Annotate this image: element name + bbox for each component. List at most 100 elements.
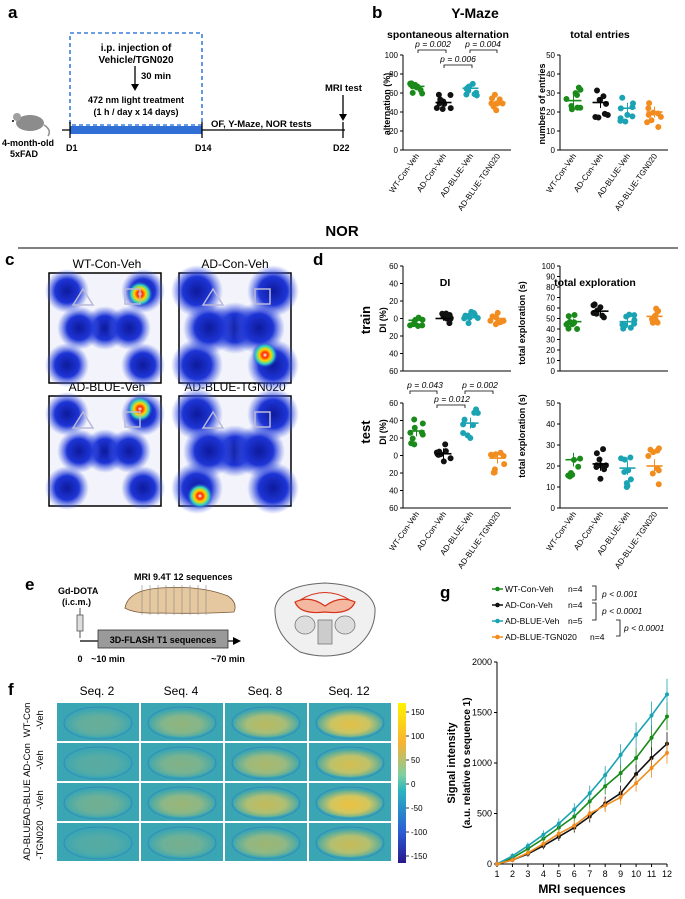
data-point [622, 118, 629, 125]
d-p-value-2: p = 0.002 [461, 380, 498, 390]
brain-outline [315, 746, 385, 780]
panel-label-c: c [5, 250, 14, 269]
series-point [556, 831, 561, 836]
y-tick-label: 50 [546, 315, 555, 324]
brain-signal [318, 709, 382, 737]
brain-outline [63, 746, 133, 780]
colorbar-ticks: 150 100 50 0 -50 -100 -150 [406, 708, 428, 861]
legend-name: WT-Con-Veh [505, 584, 554, 594]
test-label: test [358, 420, 373, 444]
te-title: total exploration [554, 277, 636, 289]
chart-te-test: 01020304050WT-Con-VehAD-Con-VehAD-BLUE-V… [544, 399, 668, 571]
brain-signal [66, 829, 130, 857]
colorbar-tick-label: 150 [411, 708, 425, 717]
heat-blob [45, 466, 89, 510]
y-tick-label: 100 [385, 51, 399, 60]
tests-label: OF, Y-Maze, NOR tests [211, 119, 312, 130]
y-tick-label: 20 [389, 127, 398, 136]
series-point [510, 853, 515, 858]
mri-tile [57, 703, 139, 741]
data-point [577, 104, 584, 111]
y-tick-label: 20 [389, 434, 398, 443]
y-tick-label: 2000 [472, 657, 492, 667]
data-point [447, 91, 454, 98]
data-point [650, 449, 657, 456]
mouse-icon [12, 113, 51, 137]
brain-signal [66, 749, 130, 777]
heat-blob [233, 302, 285, 354]
heat-blob [107, 306, 151, 350]
y-tick-label: 0 [394, 315, 399, 324]
g-stat-2: p < 0.0001 [601, 606, 643, 616]
data-point [626, 311, 633, 318]
data-point [411, 416, 418, 423]
series-line [496, 716, 668, 865]
colorbar-tick-label: -100 [411, 828, 428, 837]
heat-blob [183, 425, 235, 477]
mri-tile [141, 823, 223, 861]
square-object-icon [124, 288, 141, 305]
alt-title: spontaneous alternation [387, 29, 509, 41]
y-tick-label: 50 [546, 399, 555, 408]
mri-row-label: -Veh [35, 710, 46, 730]
data-point [655, 467, 662, 474]
colorbar-tick-label: -150 [411, 852, 428, 861]
ymaze-title: Y-Maze [451, 5, 499, 21]
square-object-icon [124, 411, 141, 428]
p-value-2: p = 0.006 [439, 54, 476, 64]
data-point [645, 452, 652, 459]
data-point [414, 323, 421, 330]
mri-tile [309, 823, 391, 861]
data-point [627, 454, 634, 461]
y-tick-label: 10 [546, 127, 555, 136]
brain-outline [147, 826, 217, 860]
data-point [447, 105, 454, 112]
series-point [618, 752, 623, 757]
y-tick-label: 0 [551, 504, 556, 513]
y-tick-label: 0 [487, 859, 492, 869]
panel-g: g WT-Con-Veh n=4 AD-Con-Veh n=4 AD-BLUE-Veh n… [440, 583, 672, 896]
di-ylabel-test: DI (%) [378, 419, 388, 445]
y-tick-label: 0 [551, 146, 556, 155]
y-tick-label: 40 [546, 420, 555, 429]
brain-signal [150, 709, 214, 737]
data-point [593, 463, 600, 470]
square-object-icon [254, 288, 271, 305]
series-point [634, 772, 639, 777]
y-tick-label: 20 [546, 462, 555, 471]
panel-b: b Y-Maze spontaneous alternation total e… [372, 3, 668, 213]
data-point [409, 89, 416, 96]
data-point [440, 458, 447, 465]
colorbar-tick-label: -50 [411, 804, 423, 813]
y-tick-label: 20 [389, 297, 398, 306]
data-point [596, 456, 603, 463]
sequence-bar [97, 629, 229, 649]
y-tick-label: 40 [389, 280, 398, 289]
heatmap-4 [171, 388, 299, 514]
label-d1: D1 [66, 143, 78, 153]
mri-col-label: Seq. 8 [248, 684, 283, 698]
series-point [618, 771, 623, 776]
series-point [603, 784, 608, 789]
mri-label: MRI test [325, 83, 363, 94]
brain-signal [234, 709, 298, 737]
te-ylabel-test: total exploration (s) [517, 394, 527, 478]
data-point [568, 106, 575, 113]
y-tick-label: 20 [389, 332, 398, 341]
heat-blob [45, 392, 89, 436]
series-point [587, 811, 592, 816]
panel-a: a i.p. injection of Vehicle/TGN020 30 mi… [2, 3, 363, 159]
y-tick-label: 60 [389, 89, 398, 98]
data-point [436, 100, 443, 107]
series-point [634, 732, 639, 737]
rodent-icon [124, 585, 236, 615]
data-point [491, 466, 498, 473]
y-tick-label: 100 [542, 262, 556, 271]
heat-blob [183, 302, 235, 354]
data-point [465, 320, 472, 327]
brain-outline [147, 786, 217, 820]
d-brackets [409, 390, 494, 408]
data-point [463, 91, 470, 98]
